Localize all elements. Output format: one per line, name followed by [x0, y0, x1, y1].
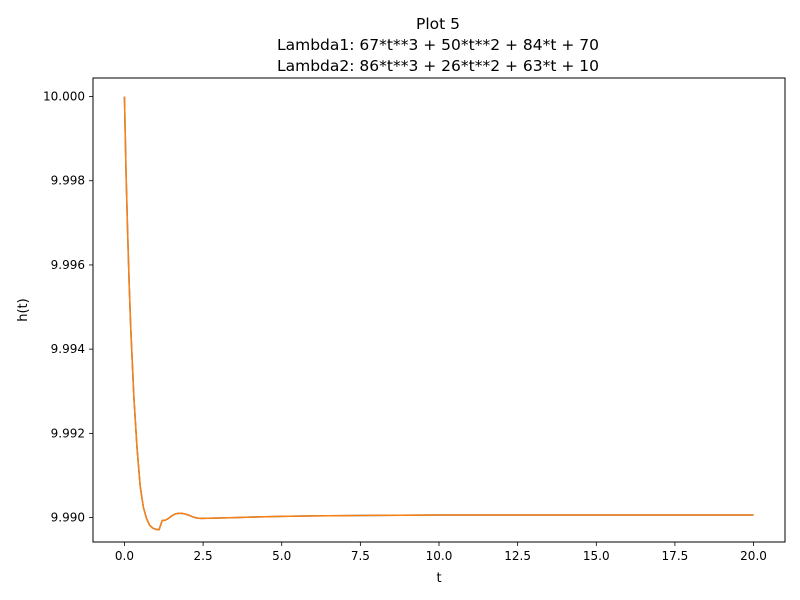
chart-subtitle-line-1: Lambda1: 67*t**3 + 50*t**2 + 84*t + 70 — [277, 36, 599, 54]
series-line-2 — [123, 96, 754, 531]
x-tick-label: 17.5 — [662, 549, 689, 563]
series-layer — [123, 96, 754, 531]
y-tick-label: 9.996 — [51, 258, 85, 272]
chart-subtitle-line-2: Lambda2: 86*t**3 + 26*t**2 + 63*t + 10 — [277, 57, 599, 75]
y-tick-label: 9.998 — [51, 174, 85, 188]
y-tick-label: 10.000 — [43, 90, 85, 104]
x-tick-label: 0.0 — [115, 549, 134, 563]
x-tick-label: 12.5 — [504, 549, 531, 563]
x-tick-label: 10.0 — [426, 549, 453, 563]
x-tick-label: 7.5 — [351, 549, 370, 563]
y-tick-label: 9.992 — [51, 426, 85, 440]
chart-title: Plot 5 — [416, 15, 460, 33]
y-axis-ticks: 9.990 9.992 9.994 9.996 9.998 10.000 — [43, 90, 93, 525]
y-tick-label: 9.994 — [51, 342, 85, 356]
x-tick-label: 20.0 — [740, 549, 767, 563]
x-tick-label: 2.5 — [194, 549, 213, 563]
x-tick-label: 5.0 — [272, 549, 291, 563]
x-tick-label: 15.0 — [583, 549, 610, 563]
x-axis-label: t — [436, 571, 441, 586]
x-axis-ticks: 0.0 2.5 5.0 7.5 10.0 12.5 15.0 17.5 20.0 — [115, 542, 767, 563]
y-tick-label: 9.990 — [51, 511, 85, 525]
y-axis-label: h(t) — [16, 298, 31, 321]
